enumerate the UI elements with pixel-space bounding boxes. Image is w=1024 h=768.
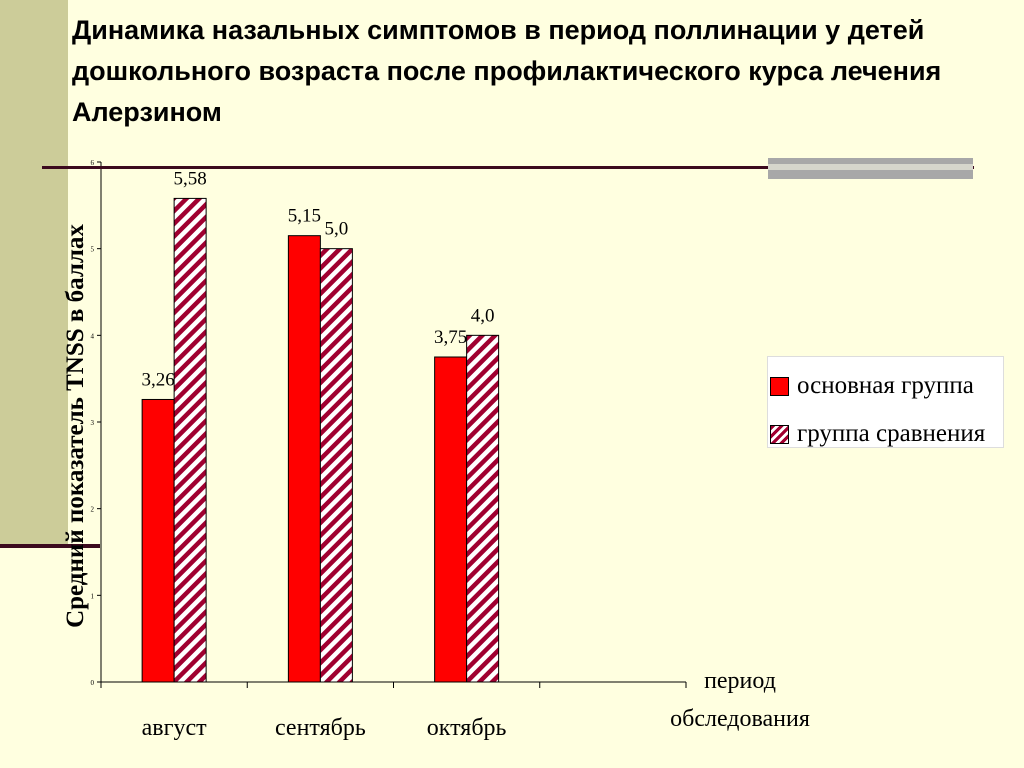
left-decor-band (0, 0, 68, 547)
slide-title: Динамика назальных симптомов в период по… (72, 15, 942, 127)
decor-rule-bottom (0, 544, 100, 548)
legend-label-main: основная группа (797, 372, 974, 399)
x-tick-label: октябрь (427, 715, 507, 741)
y-tick-label: 1 (91, 592, 95, 600)
decor-rule-top (42, 166, 974, 169)
y-axis-title: Средний показатель TNSS в баллах (62, 224, 89, 628)
x-tick-label: сентябрь (275, 715, 366, 741)
data-label: 4,0 (471, 305, 495, 326)
legend-label-comparison: группа сравнения (797, 420, 986, 447)
y-tick-label: 3 (91, 419, 95, 427)
x-axis-title-line1: период (704, 668, 776, 694)
legend-item-main-group: основная группа (768, 372, 974, 400)
x-axis-title-line2: обследования (670, 706, 810, 732)
y-tick-label: 5 (91, 246, 95, 254)
y-tick-label: 4 (91, 332, 95, 340)
data-label: 5,58 (174, 168, 207, 189)
bar-comparison-group (173, 197, 207, 683)
decor-corner-block (768, 158, 973, 179)
bar-main-group (141, 398, 175, 683)
legend-item-comparison-group: группа сравнения (768, 420, 985, 448)
bar-main-group (287, 235, 321, 683)
data-label: 3,75 (434, 327, 467, 348)
data-label: 3,26 (142, 369, 175, 390)
data-label: 5,0 (325, 219, 349, 240)
y-tick-label: 6 (91, 159, 95, 167)
bar-comparison-group (466, 334, 500, 683)
legend-swatch-main (770, 376, 789, 396)
bar-main-group (434, 356, 468, 683)
y-tick-label: 2 (91, 506, 95, 514)
y-tick-label: 0 (91, 679, 95, 687)
data-label: 5,15 (288, 206, 321, 227)
bar-comparison-group (319, 248, 353, 683)
legend-swatch-comparison (770, 424, 789, 444)
x-tick-label: август (142, 715, 207, 741)
chart-legend: основная группа группа сравнения (767, 356, 1004, 448)
